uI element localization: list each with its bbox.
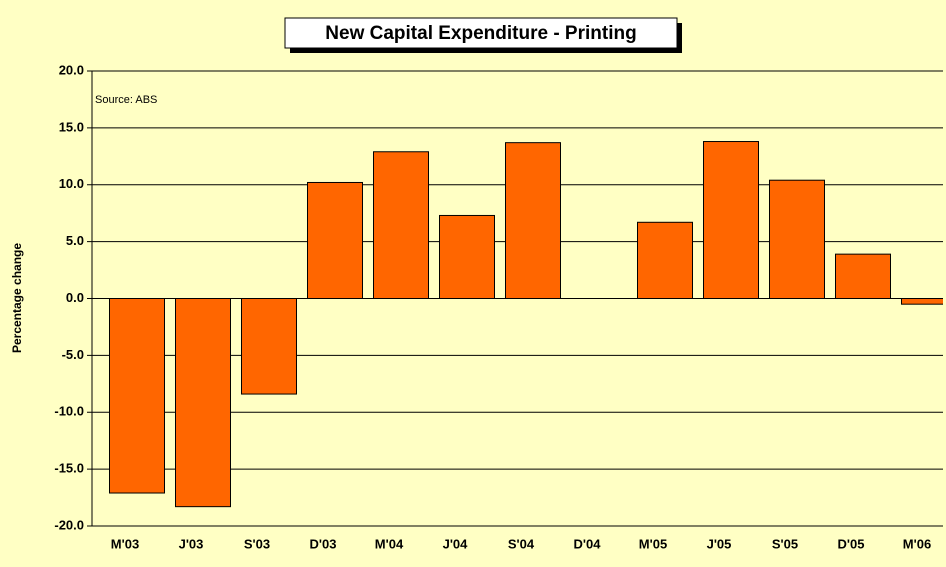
x-tick-label: J'04 <box>443 536 469 551</box>
bar <box>175 298 231 508</box>
y-tick-label: -20.0 <box>54 517 84 532</box>
x-tick-label: S'03 <box>244 536 270 551</box>
x-tick-label: M'04 <box>375 536 404 551</box>
bar <box>439 214 495 299</box>
x-tick-label: D'04 <box>574 536 602 551</box>
y-tick-label: -15.0 <box>54 461 84 476</box>
y-tick-label: 5.0 <box>66 233 84 248</box>
x-tick-label: M'03 <box>111 536 139 551</box>
x-tick-label: S'04 <box>508 536 535 551</box>
bar <box>109 298 165 494</box>
x-tick-label: S'05 <box>772 536 798 551</box>
bar <box>703 141 759 299</box>
bar <box>373 151 429 299</box>
x-tick-label: D'03 <box>310 536 337 551</box>
bars <box>109 141 943 508</box>
y-tick-label: -10.0 <box>54 404 84 419</box>
bar <box>901 298 943 305</box>
y-tick-label: -5.0 <box>62 347 84 362</box>
x-tick-label: M'06 <box>903 536 931 551</box>
annotation: Source: ABS <box>95 94 157 106</box>
bar <box>307 181 363 300</box>
bar <box>241 298 297 395</box>
bar <box>505 142 561 299</box>
x-tick-label: J'03 <box>179 536 204 551</box>
y-axis-label: Percentage change <box>10 243 24 353</box>
y-tick-label: 15.0 <box>59 119 84 134</box>
y-tick-label: 10.0 <box>59 176 84 191</box>
chart-title: New Capital Expenditure - Printing <box>325 23 636 44</box>
x-tick-label: M'05 <box>639 536 667 551</box>
bar <box>637 221 693 300</box>
x-tick-label: D'05 <box>838 536 865 551</box>
bar <box>835 253 891 299</box>
y-tick-label: 20.0 <box>59 62 84 77</box>
y-tick-label: 0.0 <box>66 290 84 305</box>
title-box <box>284 17 678 49</box>
x-tick-label: J'05 <box>707 536 732 551</box>
bar <box>769 179 825 299</box>
